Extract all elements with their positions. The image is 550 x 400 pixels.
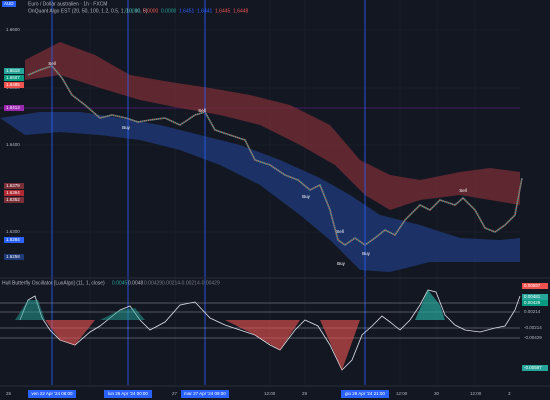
oscillator-value: 0.0045 — [112, 280, 128, 286]
time-label: 26 — [6, 391, 12, 396]
price-badge: 1.6258 — [6, 254, 20, 259]
time-badge: gio 29 Apr '24 21:00 — [345, 391, 385, 396]
oscillator-line — [19, 289, 521, 371]
oscillator-value: -0.00214 — [180, 280, 200, 286]
indicator-title: OnQuant Algo EST (20, 50, 100, 1.2, 0.5,… — [28, 8, 148, 14]
indicator-value: 0.0000 — [161, 8, 177, 14]
oscillator-axis-label: 0.00481 — [524, 294, 541, 299]
time-label: 12:00 — [470, 391, 482, 396]
price-label: 1.6300 — [6, 229, 20, 234]
oscillator-axis-label: 0.00214 — [524, 309, 541, 314]
time-label: 12:00 — [396, 391, 408, 396]
indicator-value: 1.6441 — [197, 8, 213, 14]
oscillator-axis-label: 0.00597 — [524, 283, 541, 288]
time-label: 30 — [434, 391, 440, 396]
signal-label: Sell — [459, 188, 467, 193]
oscillator-axis-label: -0.00597 — [524, 365, 542, 370]
signal-label: Sell — [336, 229, 344, 234]
oscillator-axis-label: 0.00429 — [524, 300, 541, 305]
price-badge: 1.6485 — [6, 82, 20, 87]
price-badge: 1.6364 — [6, 190, 20, 195]
time-badge: ven 22 Apr '24 06:00 — [31, 391, 73, 396]
oscillator-title: Hull Butterfly Oscillator [LuxAlgo] (11,… — [2, 280, 105, 286]
time-label: 27 — [172, 391, 178, 396]
time-axis: 26 ven 22 Apr '24 06:00 lun 26 Apr '24 0… — [6, 390, 511, 398]
time-label: 29 — [302, 391, 308, 396]
price-badge: 1.6413 — [6, 105, 20, 110]
oscillator-value: 0.00214 — [162, 280, 180, 286]
oscillator-axis-label: -0.00429 — [524, 335, 542, 340]
signal-label: Buy — [337, 261, 346, 266]
price-badge: 1.6519 — [6, 68, 20, 73]
signals: Sell Buy Sell Buy Sell Buy Buy Sell — [48, 61, 467, 266]
time-label: 12:00 — [264, 391, 276, 396]
oscillator-value: -0.00429 — [200, 280, 220, 286]
bear-cloud — [25, 42, 520, 210]
indicator-value: 0.0000 — [125, 8, 141, 14]
price-badge: 1.6284 — [6, 237, 20, 242]
price-label: 1.6400 — [6, 142, 20, 147]
chart-title: Euro / Dollar australien · 1h · FXCM — [28, 1, 107, 7]
price-badge: 1.6379 — [6, 183, 20, 188]
time-label: 3 — [508, 391, 511, 396]
signal-label: Sell — [48, 61, 56, 66]
signal-label: Buy — [362, 251, 371, 256]
oscillator-histogram-up — [415, 290, 445, 320]
price-label: 1.6600 — [6, 27, 20, 32]
signal-label: Sell — [198, 108, 206, 113]
price-badge: 1.6507 — [6, 75, 20, 80]
time-badge: lun 26 Apr '24 00:00 — [108, 391, 148, 396]
oscillator-histogram-down — [45, 320, 360, 370]
oscillator-axis-label: -0.00214 — [524, 325, 542, 330]
indicator-value: 0.0000 — [143, 8, 159, 14]
price-candles-down — [27, 65, 523, 246]
oscillator-value: 0.00429 — [144, 280, 162, 286]
indicator-value: 1.6448 — [233, 8, 249, 14]
signal-label: Buy — [122, 125, 131, 130]
signal-label: Buy — [302, 194, 311, 199]
price-badge: 1.6352 — [6, 197, 20, 202]
indicator-value: 1.6445 — [215, 8, 231, 14]
symbol-badge-text: AUD — [4, 1, 14, 6]
symbol-badge — [2, 1, 16, 7]
time-badge: mar 27 Apr '24 09:00 — [184, 391, 226, 396]
price-axis: 1.6600 1.6500 1.6400 1.6300 1.6519 1.650… — [4, 27, 24, 260]
oscillator-axis: 0.00597 0.00481 0.00429 0.00214 -0.00214… — [522, 283, 548, 371]
oscillator-histogram-up — [15, 300, 145, 320]
oscillator-value: 0.0048 — [128, 280, 144, 286]
indicator-value: 1.6451 — [179, 8, 195, 14]
